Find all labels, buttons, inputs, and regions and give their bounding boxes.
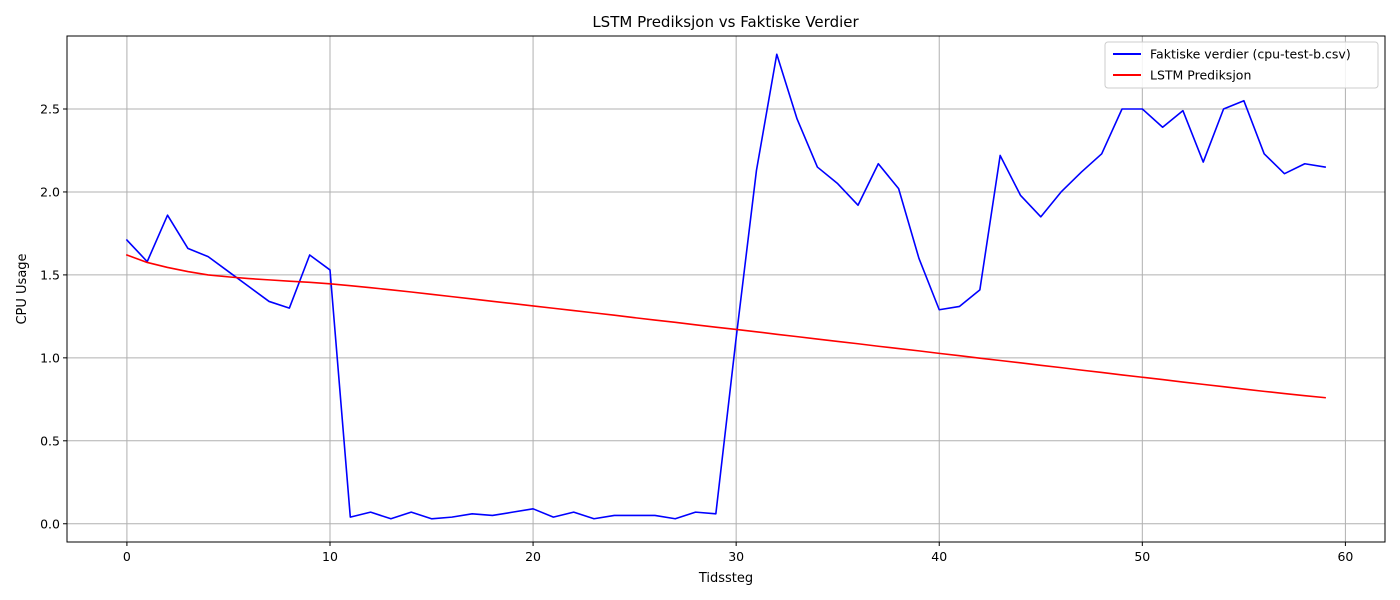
y-tick-label: 2.5 [40, 101, 60, 116]
series-line-actual [125, 53, 1327, 520]
x-tick-label: 20 [525, 549, 541, 564]
series-layer [125, 53, 1327, 520]
legend-label-prediction: LSTM Prediksjon [1150, 68, 1251, 83]
x-tick-label: 50 [1134, 549, 1150, 564]
y-tick-label: 0.5 [40, 433, 60, 448]
grid [67, 36, 1385, 542]
x-tick-label: 40 [931, 549, 947, 564]
x-tick-label: 60 [1337, 549, 1353, 564]
plot-frame [66, 35, 1386, 543]
x-tick-label: 10 [322, 549, 338, 564]
legend: Faktiske verdier (cpu-test-b.csv) LSTM P… [1104, 41, 1379, 89]
x-tick-label: 0 [123, 549, 131, 564]
y-tick-label: 2.0 [40, 184, 60, 199]
chart-title: LSTM Prediksjon vs Faktiske Verdier [592, 13, 859, 31]
x-tick-label: 30 [728, 549, 744, 564]
series-line-prediction [125, 253, 1326, 399]
ticks: 0 10 20 30 40 50 60 0.0 0.5 1.0 1.5 2.0 2.5 [40, 101, 1353, 564]
legend-box [1104, 41, 1379, 89]
y-tick-label: 1.0 [40, 350, 60, 365]
y-axis-label: CPU Usage [15, 253, 30, 324]
y-tick-label: 0.0 [40, 516, 60, 531]
x-axis-label: Tidssteg [698, 571, 753, 586]
y-tick-label: 1.5 [40, 267, 60, 282]
legend-label-actual: Faktiske verdier (cpu-test-b.csv) [1150, 47, 1351, 62]
